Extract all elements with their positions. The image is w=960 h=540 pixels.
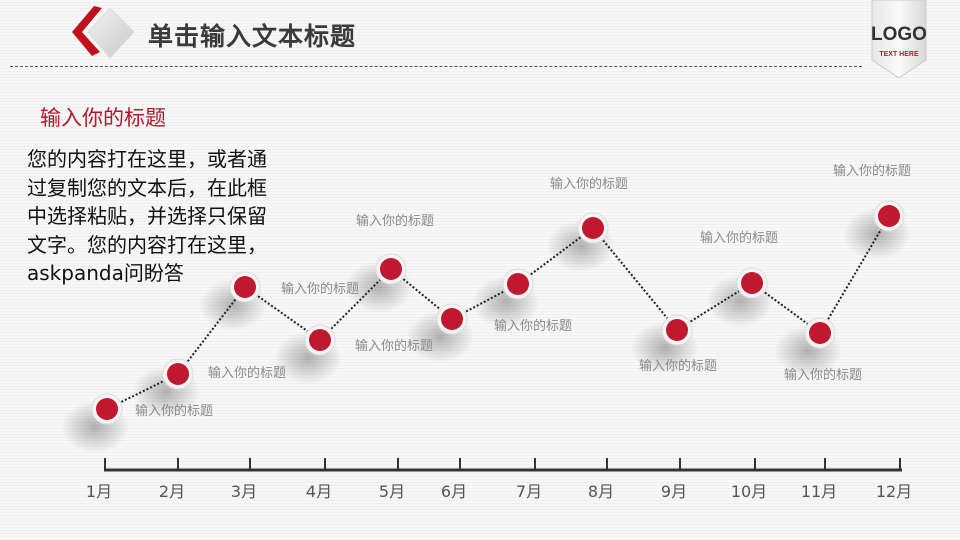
data-point[interactable] xyxy=(441,308,463,330)
x-tick-label: 5月 xyxy=(379,482,405,501)
data-point[interactable] xyxy=(309,329,331,351)
point-label: 输入你的标题 xyxy=(208,365,286,381)
data-point[interactable] xyxy=(582,217,604,239)
body-text[interactable]: 您的内容打在这里，或者通过复制您的文本后，在此框中选择粘贴，并选择只保留文字。您… xyxy=(27,147,267,285)
x-tick-label: 4月 xyxy=(306,482,332,501)
section-subtitle[interactable]: 输入你的标题 xyxy=(40,106,166,130)
point-label: 输入你的标题 xyxy=(833,163,911,179)
point-label: 输入你的标题 xyxy=(135,403,213,419)
point-label: 输入你的标题 xyxy=(639,358,717,374)
data-point[interactable] xyxy=(167,363,189,385)
point-label: 输入你的标题 xyxy=(700,230,778,246)
x-tick-label: 2月 xyxy=(159,482,185,501)
data-point[interactable] xyxy=(741,272,763,294)
x-tick-label: 10月 xyxy=(731,482,767,501)
title-diamond-icon xyxy=(72,6,135,59)
logo-badge: LOGO TEXT HERE xyxy=(871,0,927,78)
x-tick-label: 12月 xyxy=(876,482,912,501)
point-label: 输入你的标题 xyxy=(355,338,433,354)
data-point[interactable] xyxy=(878,205,900,227)
point-label: 输入你的标题 xyxy=(281,281,359,297)
data-point[interactable] xyxy=(507,273,529,295)
point-label: 输入你的标题 xyxy=(550,176,628,192)
series-segment xyxy=(319,268,392,341)
data-point[interactable] xyxy=(809,322,831,344)
logo-text: LOGO xyxy=(871,24,927,45)
data-point[interactable] xyxy=(666,319,688,341)
data-point[interactable] xyxy=(380,258,402,280)
series-segment xyxy=(819,215,890,334)
point-label: 输入你的标题 xyxy=(356,213,434,229)
x-tick-label: 6月 xyxy=(441,482,467,501)
x-tick-label: 7月 xyxy=(516,482,542,501)
title-divider xyxy=(10,66,862,67)
page-title[interactable]: 单击输入文本标题 xyxy=(148,22,357,51)
data-point[interactable] xyxy=(234,276,256,298)
x-tick-label: 9月 xyxy=(661,482,687,501)
logo-subtext: TEXT HERE xyxy=(879,51,919,58)
x-tick-label: 1月 xyxy=(86,482,112,501)
point-label: 输入你的标题 xyxy=(784,367,862,383)
x-tick-label: 11月 xyxy=(801,482,837,501)
x-tick-label: 8月 xyxy=(588,482,614,501)
point-label: 输入你的标题 xyxy=(494,318,572,334)
x-tick-label: 3月 xyxy=(231,482,257,501)
data-point[interactable] xyxy=(96,398,118,420)
